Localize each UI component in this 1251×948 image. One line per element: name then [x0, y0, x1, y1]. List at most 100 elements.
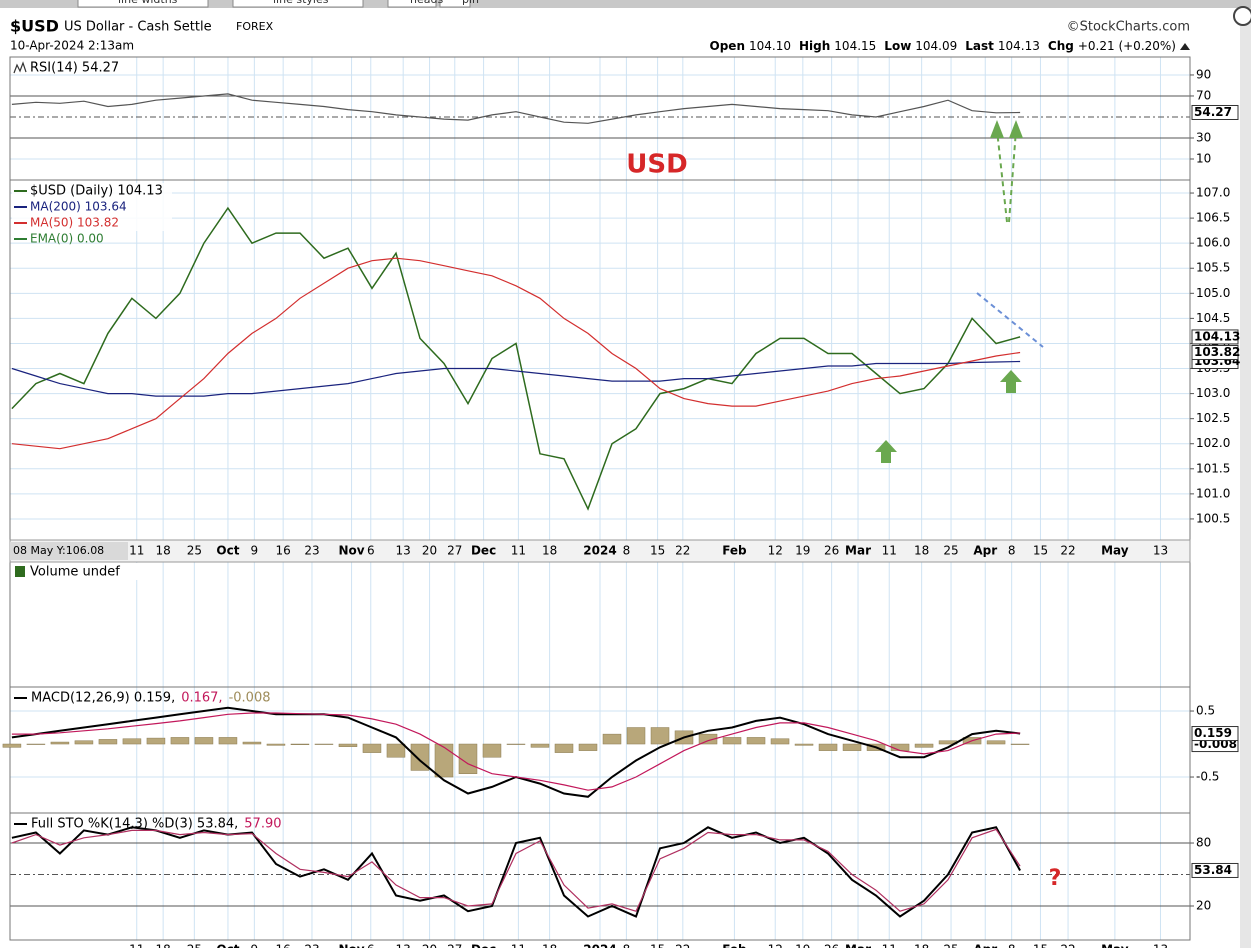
y-tick-label: 90: [1196, 67, 1211, 81]
y-tick-label: 80: [1196, 836, 1211, 850]
histogram-bar: [650, 727, 670, 745]
x-tick-label: 22: [675, 544, 690, 558]
series-line: [11, 712, 1021, 791]
value-label: 104.13: [1194, 329, 1240, 343]
x-tick-label: Feb: [722, 943, 747, 948]
toolbar-button[interactable]: [232, 0, 364, 8]
x-tick-label: 18: [542, 943, 557, 948]
value-box: [1191, 329, 1239, 345]
volume-icon: [15, 566, 25, 577]
x-tick-label: 13: [1153, 544, 1168, 558]
x-tick-label: 6: [367, 943, 375, 948]
collapse-icon[interactable]: [1233, 6, 1251, 26]
symbol: $USD: [10, 17, 59, 36]
x-tick-label: 19: [795, 544, 810, 558]
histogram-bar: [770, 738, 790, 745]
histogram-bar: [986, 740, 1006, 745]
legend-bg: [12, 199, 172, 215]
x-tick-label: 23: [304, 943, 319, 948]
x-tick-label: 8: [623, 943, 631, 948]
change-arrow: [1180, 43, 1190, 50]
x-tick-label: 18: [156, 943, 171, 948]
x-tick-label: 11: [129, 544, 144, 558]
x-tick-label: 6: [367, 544, 375, 558]
grid-layer: [10, 57, 1190, 940]
quote-label: Last: [965, 39, 994, 53]
histogram-bar: [146, 737, 166, 745]
histogram-bar: [218, 737, 238, 745]
panel-title: Full STO %K(14,3) %D(3) 53.84,: [31, 817, 238, 832]
legend-label: MA(50) 103.82: [30, 216, 119, 230]
x-tick-label: 25: [187, 943, 202, 948]
quote-label: Low: [884, 39, 911, 53]
histogram-bar: [746, 737, 766, 745]
histogram-bar: [266, 743, 286, 746]
histogram-bar: [362, 743, 382, 753]
right-margin: [1240, 8, 1251, 948]
x-tick-label: 11: [129, 943, 144, 948]
toolbar-button[interactable]: [77, 0, 209, 8]
annotation-usd: USD: [626, 150, 687, 180]
x-tick-label: 18: [914, 544, 929, 558]
quote-label: Chg: [1048, 39, 1074, 53]
histogram-bar: [50, 741, 70, 745]
legend-label: EMA(0) 0.00: [30, 232, 104, 246]
value-box: [1191, 104, 1239, 120]
y-tick-label: 102.0: [1196, 436, 1230, 450]
y-tick-label: 101.0: [1196, 486, 1230, 500]
x-tick-label: Nov: [339, 943, 365, 948]
x-tick-label: 15: [1033, 943, 1048, 948]
y-tick-label: 20: [1196, 898, 1211, 912]
legend-label: MA(200) 103.64: [30, 200, 127, 214]
x-tick-label: 8: [1008, 544, 1016, 558]
x-tick-label: May: [1101, 943, 1129, 948]
x-tick-label: 25: [187, 544, 202, 558]
histogram-bar: [554, 743, 574, 753]
x-tick-label: 11: [882, 544, 897, 558]
x-tick-label: Mar: [845, 544, 871, 558]
histogram-bar: [890, 743, 910, 751]
x-tick-label: 25: [943, 943, 958, 948]
histogram-bar: [74, 740, 94, 745]
x-tick-label: 18: [156, 544, 171, 558]
histogram-bar: [242, 741, 262, 745]
x-tick-label: Oct: [216, 544, 239, 558]
histogram-bar: [602, 733, 622, 745]
cursor-label: 08 May Y:106.08: [13, 544, 104, 557]
x-tick-label: 26: [824, 544, 839, 558]
x-tick-label: Apr: [973, 943, 997, 948]
x-tick-label: 16: [276, 544, 291, 558]
x-tick-label: Mar: [845, 943, 871, 948]
series-line: [11, 93, 1021, 124]
quote-value: 104.10: [749, 39, 791, 53]
x-tick-label: 13: [396, 943, 411, 948]
toolbar-button[interactable]: [387, 0, 437, 8]
value-label: 53.84: [1194, 863, 1232, 877]
x-tick-label: 22: [1060, 943, 1075, 948]
histogram-bar: [290, 743, 310, 745]
x-tick-label: 23: [304, 544, 319, 558]
x-tick-label: 25: [943, 544, 958, 558]
histogram-bar: [194, 737, 214, 745]
histogram-bar: [1010, 743, 1030, 745]
toolbar-label: heads: [410, 0, 443, 6]
y-tick-label: 100.5: [1196, 511, 1230, 525]
x-tick-label: 2024: [583, 943, 616, 948]
y-tick-label: 102.5: [1196, 411, 1230, 425]
x-tick-label: Dec: [471, 943, 496, 948]
x-tick-label: Oct: [216, 943, 239, 948]
toolbar-button[interactable]: [439, 0, 471, 8]
y-tick-label: 106.5: [1196, 211, 1230, 225]
y-tick-label: 103.0: [1196, 386, 1230, 400]
x-tick-label: 27: [447, 943, 462, 948]
legend-label: $USD (Daily) 104.13: [30, 184, 163, 199]
histogram-bar: [122, 738, 142, 745]
value-label: 103.82: [1194, 345, 1240, 359]
x-tick-label: 9: [251, 943, 259, 948]
value-box: [1191, 862, 1239, 878]
text-layer: $USD US Dollar - Cash Settle FOREX ©Stoc…: [10, 0, 1240, 948]
frame-layer: [9, 0, 1194, 941]
x-tick-label: 20: [422, 943, 437, 948]
x-tick-label: 13: [396, 544, 411, 558]
